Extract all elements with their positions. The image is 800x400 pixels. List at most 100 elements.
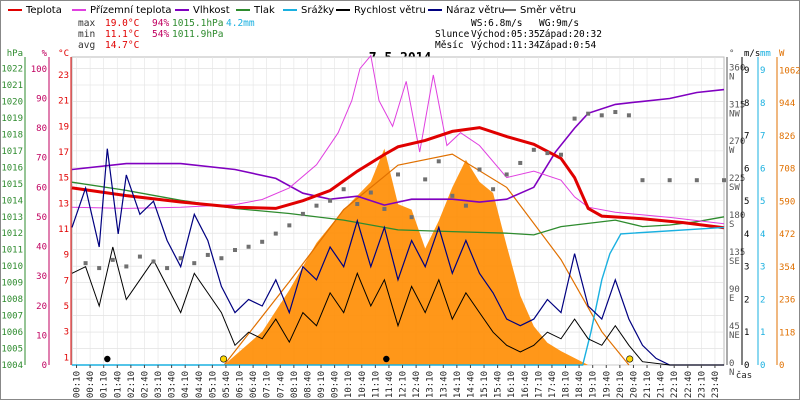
solar-axis-tick-label: 118: [779, 328, 795, 338]
wind-dir-point: [640, 178, 645, 183]
solar-axis-tick-label: 944: [779, 99, 795, 109]
wind-dir-point: [260, 239, 265, 244]
hpa-axis-tick-label: 1021: [1, 81, 23, 91]
stat-avg-label: avg: [78, 40, 95, 51]
wind-speed-line: [71, 246, 724, 366]
solar-axis-title: W: [779, 49, 785, 59]
x-tick-label: 12:10: [399, 371, 409, 398]
hpa-axis-tick-label: 1004: [1, 361, 23, 371]
wind-dir-point: [246, 244, 251, 249]
x-tick-label: 12:40: [412, 371, 422, 398]
stat-max-rain: 4.2mm: [226, 18, 255, 29]
rain-line: [72, 226, 725, 366]
x-tick-label: 13:40: [439, 371, 449, 398]
x-tick-label: 22:40: [684, 371, 694, 398]
wind-dir-point: [219, 256, 224, 261]
humidity-axis-tick-label: 40: [36, 243, 47, 253]
legend-label: Směr větru: [520, 4, 576, 16]
wind-dir-point: [137, 254, 142, 259]
dir-axis-compass-label: NW: [729, 109, 740, 119]
hpa-axis-tick-label: 1020: [1, 97, 23, 107]
sunset-marker: [626, 355, 634, 363]
stat-min-hum: 54%: [152, 29, 169, 40]
x-tick-label: 03:40: [168, 371, 178, 398]
x-tick-label: 05:10: [208, 371, 218, 398]
solar-axis-tick-label: 826: [779, 132, 795, 142]
solar-axis-tick-label: 354: [779, 263, 795, 273]
wind-dir-point: [273, 231, 278, 236]
rain-axis-tick-label: 3: [760, 263, 765, 273]
hpa-axis-tick-label: 1014: [1, 196, 23, 206]
dir-axis-compass-label: W: [729, 146, 735, 156]
dir-axis-tick-label: 0: [729, 359, 734, 369]
hpa-axis-tick-label: 1013: [1, 213, 23, 223]
x-tick-label: 19:10: [589, 371, 599, 398]
stats-block: max 19.0°C 94% 1015.1hPa 4.2mm min 11.1°…: [78, 18, 255, 51]
solar-axis-tick-label: 590: [779, 197, 795, 207]
x-tick-label: 23:40: [711, 371, 721, 398]
wind-dir-point: [368, 190, 373, 195]
x-tick-label: 15:10: [480, 371, 490, 398]
markers: [104, 355, 634, 363]
x-tick-label: 10:10: [344, 371, 354, 398]
wind-dir-point: [192, 261, 197, 266]
axes: 1022102110201019101810171016101510141013…: [1, 49, 800, 378]
temp-axis-tick-label: 19: [58, 122, 69, 132]
stat-min-press: 1011.9hPa: [172, 29, 223, 40]
x-axis-title: čas: [736, 370, 752, 381]
x-tick-label: 18:40: [575, 371, 585, 398]
x-tick-label: 20:10: [616, 371, 626, 398]
wind-dir-point: [110, 257, 115, 262]
x-tick-label: 17:40: [548, 371, 558, 398]
stat-avg-temp: 14.7°C: [105, 40, 139, 51]
temp-axis-tick-label: 1: [64, 353, 69, 363]
dir-axis-compass-label: N: [729, 368, 734, 378]
humidity-axis-tick-label: 10: [36, 331, 47, 341]
wind-dir-point: [545, 151, 550, 156]
dir-axis-tick-label: 180: [729, 211, 745, 221]
wind-dir-point: [151, 259, 156, 264]
wind-axis-tick-label: 7: [744, 132, 749, 142]
temp-axis-tick-label: 15: [58, 174, 69, 184]
rain-axis-tick-label: 2: [760, 295, 765, 305]
hpa-axis-title: hPa: [7, 49, 23, 59]
humidity-axis-title: %: [42, 49, 48, 59]
wind-dir-point: [613, 110, 618, 115]
astro-wg: WG:9m/s: [539, 18, 579, 29]
wind-axis-tick-label: 1: [744, 328, 749, 338]
wind-dir-point: [300, 211, 305, 216]
x-tick-label: 11:10: [371, 371, 381, 398]
astro-ws: WS:6.8m/s: [471, 18, 522, 29]
x-tick-label: 09:10: [317, 371, 327, 398]
x-tick-label: 14:10: [453, 371, 463, 398]
humidity-axis-tick-label: 30: [36, 272, 47, 282]
x-tick-label: 08:40: [303, 371, 313, 398]
legend-label: Přízemní teplota: [90, 4, 172, 16]
wind-dir-point: [694, 178, 699, 183]
humidity-axis-tick-label: 50: [36, 213, 47, 223]
dir-axis-tick-label: 45: [729, 322, 740, 332]
hpa-axis-tick-label: 1022: [1, 65, 23, 75]
wind-dir-point: [178, 256, 183, 261]
x-axis: 00:10 00:40 01:10 01:40 02:10 02:40 03:10 03:40…: [73, 365, 752, 398]
hpa-axis-tick-label: 1015: [1, 180, 23, 190]
x-tick-label: 22:10: [670, 371, 680, 398]
humidity-axis-tick-label: 70: [36, 154, 47, 164]
wind-axis-tick-label: 0: [744, 361, 749, 371]
x-tick-label: 07:40: [276, 371, 286, 398]
wind-dir-point: [491, 187, 496, 192]
humidity-axis-tick-label: 0: [42, 361, 47, 371]
wind-gust-line: [71, 148, 724, 366]
dir-axis-compass-label: SW: [729, 183, 740, 193]
wind-dir-point: [97, 266, 102, 271]
hpa-axis-tick-label: 1008: [1, 295, 23, 305]
x-tick-label: 08:10: [290, 371, 300, 398]
wind-dir-point: [409, 215, 414, 220]
hpa-axis-tick-label: 1011: [1, 246, 23, 256]
legend-label: Teplota: [25, 5, 62, 16]
dir-axis-compass-label: N: [729, 72, 734, 82]
solar-axis-tick-label: 0: [779, 361, 784, 371]
dir-axis-tick-label: 90: [729, 285, 740, 295]
humidity-axis-tick-label: 80: [36, 124, 47, 134]
dir-axis-tick-label: 270: [729, 137, 745, 147]
